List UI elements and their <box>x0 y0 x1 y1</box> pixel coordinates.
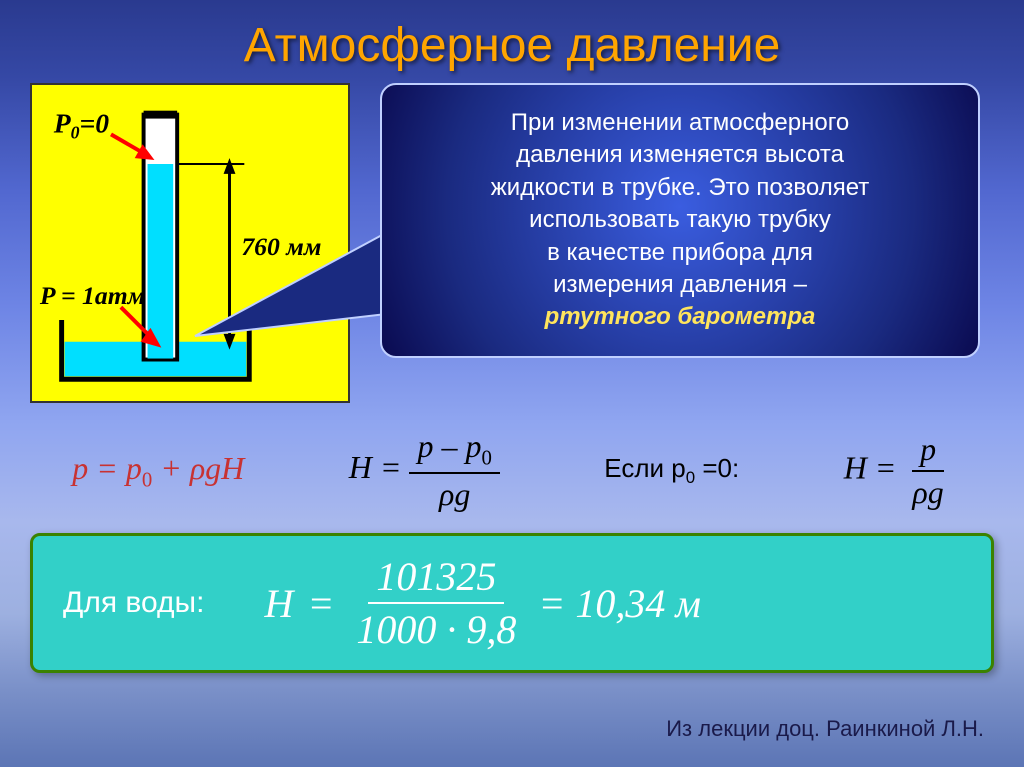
water-formula: H = 101325 1000 · 9,8 = 10,34 м <box>264 553 700 653</box>
f1-eq: = <box>88 450 126 486</box>
f3-den: ρg <box>904 472 951 511</box>
if-label: Если p <box>604 453 685 483</box>
water-den: 1000 · 9,8 <box>348 604 524 653</box>
water-calculation-box: Для воды: H = 101325 1000 · 9,8 = 10,34 … <box>30 533 994 673</box>
slide-title: Атмосферное давление <box>0 0 1024 73</box>
if-sub: 0 <box>686 468 695 487</box>
f2-eq: = <box>372 449 410 485</box>
f2-num: p – p <box>417 428 481 464</box>
callout-line4: использовать такую трубку <box>529 206 831 233</box>
f3-lhs: H <box>844 449 867 485</box>
callout-highlight: ртутного барометра <box>545 303 816 330</box>
formula-3: H = pρg <box>844 431 952 511</box>
label-p0: P0=0 <box>53 107 110 142</box>
if-eq: =0: <box>695 453 739 483</box>
f1-p0-sub: 0 <box>142 468 152 491</box>
f3-num: p <box>912 431 944 472</box>
tube-liquid <box>148 164 174 359</box>
content-area: P0=0 P = 1атм 760 мм При изменении атмос… <box>0 73 1024 760</box>
label-height: 760 мм <box>241 232 321 261</box>
f2-den: ρg <box>431 474 478 513</box>
water-eq1: = <box>307 580 334 627</box>
formula-row: p = p0 + ρgH H = p – p0ρg Если p0 =0: H … <box>0 428 1024 513</box>
f3-eq: = <box>867 449 905 485</box>
callout-line2: давления изменяется высота <box>516 141 844 168</box>
callout-line5: в качестве прибора для <box>547 239 813 266</box>
f1-p0: p <box>126 450 142 486</box>
callout-box: При изменении атмосферного давления изме… <box>380 83 980 358</box>
credit-line: Из лекции доц. Раинкиной Л.Н. <box>666 716 984 742</box>
callout-line6: измерения давления – <box>553 271 807 298</box>
f3-frac: pρg <box>904 431 951 511</box>
callout-line1: При изменении атмосферного <box>511 109 850 136</box>
if-condition: Если p0 =0: <box>604 453 739 488</box>
water-label: Для воды: <box>63 586 204 620</box>
water-frac: 101325 1000 · 9,8 <box>348 553 524 653</box>
f2-frac: p – p0ρg <box>409 428 499 513</box>
tube-cap <box>144 111 178 119</box>
f1-rhs: + ρgH <box>152 450 244 486</box>
callout-line3: жидкости в трубке. Это позволяет <box>491 174 870 201</box>
f1-lhs: p <box>72 450 88 486</box>
formula-2: H = p – p0ρg <box>349 428 500 513</box>
water-result: = 10,34 м <box>538 580 701 627</box>
formula-1: p = p0 + ρgH <box>72 450 244 492</box>
f2-num-sub: 0 <box>481 446 491 469</box>
height-arrow-top <box>224 158 236 174</box>
water-lhs: H <box>264 580 293 627</box>
water-num: 101325 <box>368 553 504 604</box>
label-p: P = 1атм <box>39 281 145 310</box>
f2-lhs: H <box>349 449 372 485</box>
